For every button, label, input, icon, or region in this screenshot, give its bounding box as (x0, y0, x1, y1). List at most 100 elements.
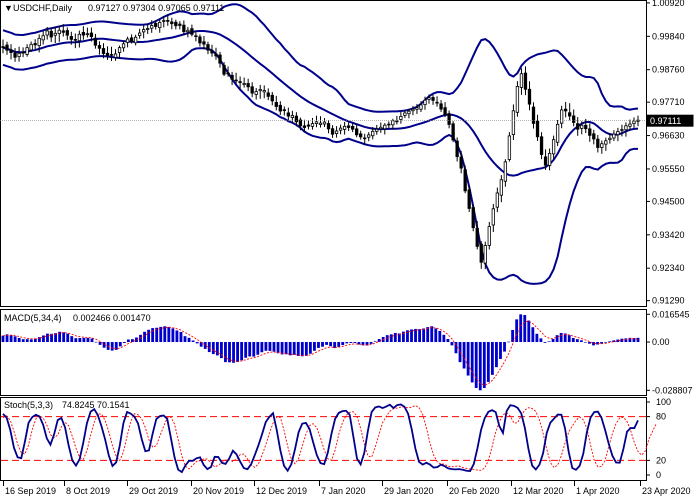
date-tick-label: 12 Mar 2020 (513, 486, 564, 496)
candle (158, 19, 162, 33)
macd-histogram-bar (5, 334, 9, 343)
candle-body (154, 22, 158, 27)
candle-body (306, 124, 311, 127)
candle (49, 27, 53, 43)
bollinger-middle-band (2, 29, 639, 177)
candle (455, 137, 459, 162)
macd-histogram-bar (159, 326, 163, 343)
candle-body (162, 20, 166, 22)
macd-histogram-bar (434, 328, 438, 343)
macd-histogram-bar (296, 342, 300, 356)
candle-body (523, 72, 528, 90)
macd-histogram-bar (284, 342, 288, 355)
macd-histogram-bar (571, 338, 575, 343)
macd-histogram-bar (288, 342, 292, 356)
candle-body (33, 43, 37, 46)
macd-histogram-bar (37, 337, 41, 343)
macd-histogram-bar (377, 339, 381, 343)
macd-histogram-bar (357, 342, 361, 345)
candle (314, 115, 319, 128)
candle-body (588, 128, 592, 136)
candle-body (254, 91, 258, 95)
candle (511, 104, 516, 140)
date-tick-label: 20 Nov 2019 (193, 486, 244, 496)
macd-histogram-bar (349, 342, 353, 344)
candle-body (129, 37, 134, 43)
price-tick-label: 0.94500 (652, 196, 685, 206)
macd-histogram-bar (17, 338, 21, 343)
candle (535, 114, 540, 141)
macd-histogram-bar (620, 338, 624, 343)
candle-body (511, 110, 516, 135)
candle-body (612, 133, 616, 139)
stoch-tick-label: 20 (656, 455, 666, 465)
candle (547, 148, 552, 171)
candle (632, 117, 636, 128)
candle-body (21, 51, 25, 54)
macd-histogram-bar (567, 335, 571, 343)
stoch-signal-line (2, 405, 657, 471)
candle-body (355, 128, 359, 136)
candle-body (9, 49, 13, 53)
macd-histogram-bar (361, 342, 365, 346)
candle (479, 241, 483, 269)
candle-body (121, 43, 126, 49)
candle (375, 124, 379, 135)
candle (608, 133, 612, 144)
price-tick-label: 0.93420 (652, 230, 685, 240)
stoch-main-line (2, 403, 639, 474)
candle (383, 123, 387, 135)
candle-body (49, 30, 53, 38)
macd-histogram-bar (313, 342, 316, 351)
candle (113, 49, 118, 61)
candle (616, 127, 620, 142)
candle (600, 140, 604, 154)
candle (266, 88, 270, 101)
macd-histogram-bar (215, 342, 219, 356)
candle (125, 36, 130, 48)
candle (182, 20, 186, 36)
chart-title: USDCHF,Daily (13, 3, 73, 13)
date-tick-label: 23 Apr 2020 (642, 486, 691, 496)
macd-histogram-bar (70, 336, 74, 343)
stoch-values: 74.8245 70.1541 (62, 400, 130, 410)
macd-values: 0.002466 0.001470 (73, 313, 151, 323)
candle-body (491, 208, 495, 226)
candle (568, 103, 572, 121)
candle (411, 105, 415, 116)
candle-body (170, 21, 174, 25)
candle-body (459, 156, 463, 169)
candle-body (274, 102, 278, 107)
price-layer (0, 3, 646, 285)
candle-body (608, 137, 612, 140)
candle (142, 25, 146, 39)
candle (523, 66, 528, 96)
candle-body (226, 72, 230, 75)
candle (527, 81, 532, 111)
candle (451, 121, 455, 143)
candle-body (531, 106, 536, 124)
macd-histogram-bar (523, 315, 527, 343)
candle-body (314, 121, 319, 124)
candle (41, 31, 45, 45)
candle (278, 101, 282, 116)
candle (330, 125, 335, 138)
macd-histogram-bar (191, 340, 195, 343)
candle (162, 16, 166, 28)
macd-histogram-bar (515, 319, 519, 343)
macd-histogram-bar (527, 320, 531, 343)
stoch-tick-label: 100 (656, 397, 671, 407)
macd-histogram-bar (422, 328, 426, 343)
candle-body (218, 54, 222, 64)
date-tick-label: 8 Oct 2019 (66, 486, 110, 496)
candle (551, 135, 556, 160)
candle (93, 33, 98, 49)
candle-body (487, 226, 491, 246)
candle (399, 111, 403, 124)
macd-histogram-bar (9, 335, 13, 343)
macd-tick-label: -0.028807 (652, 385, 693, 395)
candle (198, 34, 202, 47)
macd-histogram-bar (329, 342, 333, 347)
candle (65, 27, 69, 40)
macd-histogram-bar (495, 342, 498, 368)
